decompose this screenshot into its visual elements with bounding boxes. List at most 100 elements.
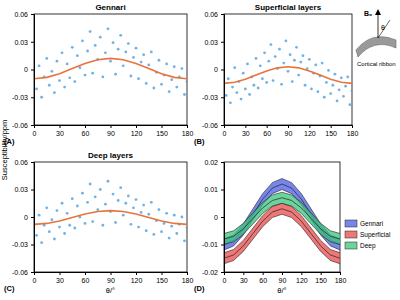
point — [53, 238, 56, 241]
tick-mark — [60, 125, 61, 128]
line — [34, 58, 187, 78]
tick-mark — [221, 217, 224, 218]
tick-mark — [221, 70, 224, 71]
tick-label: 120 — [304, 130, 316, 137]
point — [186, 227, 187, 230]
point — [119, 34, 122, 37]
plot-area — [34, 27, 187, 98]
frame — [34, 14, 187, 125]
tick-mark — [221, 97, 224, 98]
tick-mark — [31, 42, 34, 43]
point — [56, 209, 59, 212]
point — [117, 48, 120, 51]
legend-label: Deep — [360, 242, 376, 250]
plot-area — [34, 180, 187, 244]
tick-mark — [221, 190, 224, 191]
tick-label: 30 — [242, 130, 250, 137]
panel: 0306090120150180-0.02-0.0100.010.02(D)θ/… — [194, 159, 391, 295]
tick-label: 0.06 — [204, 11, 218, 18]
point — [130, 75, 133, 78]
tick: 60 — [263, 125, 271, 137]
point — [314, 63, 317, 66]
tick-mark — [162, 125, 163, 128]
annotation: B₀ — [364, 10, 372, 17]
point — [81, 192, 84, 195]
tick: 180 — [182, 272, 194, 284]
point — [282, 62, 285, 65]
point — [76, 54, 79, 57]
point — [66, 212, 69, 215]
inset: B₀θCortical ribbon — [356, 9, 396, 67]
tick: -0.06 — [202, 122, 224, 129]
point — [38, 64, 41, 67]
tick-mark — [263, 272, 264, 275]
point — [73, 80, 76, 83]
legend-label: Gennari — [360, 220, 383, 227]
point — [71, 46, 74, 49]
tick-label: 150 — [325, 130, 337, 137]
point — [274, 55, 277, 58]
point — [48, 84, 51, 87]
line — [224, 67, 352, 84]
point — [168, 237, 171, 240]
point — [242, 72, 245, 75]
point — [124, 51, 127, 54]
point — [89, 183, 92, 186]
point — [225, 94, 228, 97]
legend-swatch — [345, 242, 357, 249]
axis-line — [35, 126, 188, 129]
point — [297, 74, 300, 77]
tick: 60 — [259, 272, 267, 284]
point — [293, 59, 296, 62]
point — [287, 70, 290, 73]
point — [58, 226, 61, 229]
tick-mark — [221, 272, 224, 273]
point — [45, 206, 48, 209]
x-axis: 0306090120150180 — [33, 125, 194, 137]
point — [246, 63, 249, 66]
tick-mark — [31, 14, 34, 15]
point — [101, 224, 104, 227]
tick-mark — [31, 125, 34, 126]
band-edge — [224, 190, 340, 251]
tick-label: 0.01 — [204, 186, 218, 193]
tick-label: -0.03 — [202, 94, 218, 101]
point — [334, 73, 337, 76]
point — [181, 216, 184, 219]
figure: 0306090120150180-0.06-0.0300.030.06Genna… — [0, 0, 400, 300]
tick-label: 0 — [223, 277, 227, 284]
tick: 60 — [82, 125, 90, 137]
point — [99, 36, 102, 39]
tick-label: 90 — [107, 130, 115, 137]
point — [127, 195, 130, 198]
point — [259, 64, 262, 67]
panel: 0306090120150180-0.06-0.0300.030.06Genna… — [0, 3, 193, 180]
tick-label: 60 — [263, 130, 271, 137]
tick: 0 — [33, 272, 37, 284]
x-axis: 0306090120150180 — [223, 272, 347, 284]
line — [34, 211, 187, 225]
tick-mark — [31, 70, 34, 71]
tick-label: 150 — [156, 130, 168, 137]
y-axis: -0.02-0.0100.010.02 — [202, 159, 224, 276]
tick-mark — [162, 272, 163, 275]
tick-label: 30 — [240, 277, 248, 284]
tick: 30 — [240, 272, 248, 284]
point — [233, 66, 236, 69]
tick: 0 — [24, 214, 34, 221]
tick-mark — [60, 272, 61, 275]
point — [170, 78, 173, 81]
point — [295, 46, 298, 49]
tick-mark — [85, 272, 86, 275]
tick: 30 — [56, 272, 64, 284]
point — [35, 234, 38, 237]
annotation: Cortical ribbon — [357, 61, 396, 67]
point — [130, 223, 133, 226]
point — [325, 81, 328, 84]
title: Deep layers — [88, 151, 133, 160]
point — [267, 60, 270, 63]
tick: -0.06 — [12, 269, 34, 276]
point — [160, 83, 163, 86]
tick-mark — [31, 245, 34, 246]
point — [94, 195, 97, 198]
